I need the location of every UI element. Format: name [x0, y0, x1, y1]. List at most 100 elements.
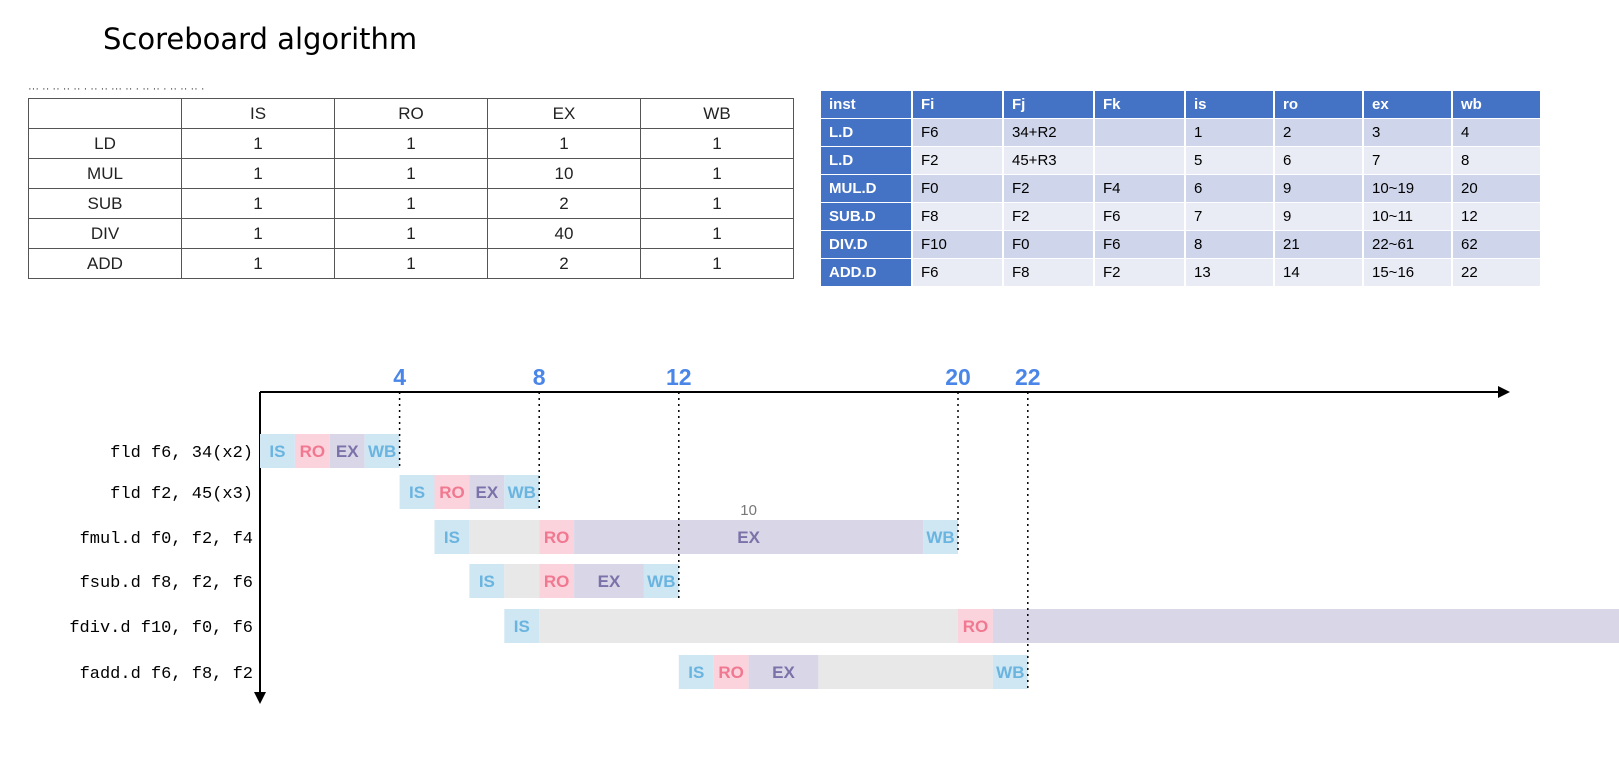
- scoreboard-cell: 2: [1275, 119, 1362, 147]
- scoreboard-header-row: inst Fi Fj Fk is ro ex wb: [821, 91, 1540, 119]
- scoreboard-inst-cell: L.D: [821, 119, 911, 147]
- scoreboard-cell: F4: [1095, 175, 1184, 203]
- stage-is-label: IS: [514, 617, 530, 636]
- scoreboard-header-cell: inst: [821, 91, 911, 119]
- stage-ex-bar: [992, 609, 1619, 643]
- stage-wb-label: WB: [647, 572, 675, 591]
- scoreboard-cell: 20: [1453, 175, 1540, 203]
- stage-ro-label: RO: [544, 528, 570, 547]
- stage-wb-bar: [364, 434, 400, 468]
- latency-cell: 2: [487, 248, 641, 279]
- latency-cell: 1: [640, 218, 794, 249]
- stage-is-bar: [504, 609, 540, 643]
- stage-ex-label: EX: [476, 483, 499, 502]
- scoreboard-cell: 7: [1186, 203, 1273, 231]
- stage-wb-label: WB: [996, 663, 1024, 682]
- scoreboard-row: L.D F2 45+R3 5 6 7 8: [821, 147, 1540, 175]
- scoreboard-cell: 7: [1364, 147, 1451, 175]
- stage-is-label: IS: [269, 442, 285, 461]
- scoreboard-header-cell: Fi: [913, 91, 1002, 119]
- latency-row: SUB 1 1 2 1: [28, 188, 794, 219]
- latency-cell: 1: [640, 158, 794, 189]
- stage-wb-bar: [992, 655, 1028, 689]
- latency-cell: 1: [181, 218, 335, 249]
- latency-cell: 1: [181, 248, 335, 279]
- scoreboard-cell: 9: [1275, 203, 1362, 231]
- stage-ro-bar: [713, 655, 749, 689]
- stage-ro-label: RO: [544, 572, 570, 591]
- stage-ro-bar: [539, 564, 575, 598]
- scoreboard-cell: 15~16: [1364, 259, 1451, 287]
- latency-cell: ADD: [28, 248, 182, 279]
- scoreboard-inst-cell: ADD.D: [821, 259, 911, 287]
- tick-label: 20: [945, 364, 971, 390]
- stage-ro-bar: [539, 520, 575, 554]
- stage-wb-label: WB: [926, 528, 954, 547]
- latency-cell: 1: [181, 128, 335, 159]
- latency-header-cell: [28, 98, 182, 129]
- scoreboard-cell: F6: [1095, 231, 1184, 259]
- scoreboard-cell: F8: [913, 203, 1002, 231]
- timing-diagram: fld f6, 34(x2) IS RO EX WB fld f2, 45(x3) IS RO…: [69, 364, 1619, 704]
- scoreboard-cell: 1: [1186, 119, 1273, 147]
- stage-is-bar: [678, 655, 714, 689]
- latency-cell: 1: [640, 128, 794, 159]
- stage-wb-bar: [643, 564, 679, 598]
- instruction-label: fld f6, 34(x2): [110, 444, 253, 463]
- stage-ro-label: RO: [300, 442, 326, 461]
- stage-wb-bar: [923, 520, 958, 554]
- scoreboard-cell: F2: [913, 147, 1002, 175]
- stage-ro-label: RO: [439, 483, 465, 502]
- scoreboard-cell: 14: [1275, 259, 1362, 287]
- scoreboard-cell: F8: [1004, 259, 1093, 287]
- latency-cell: 1: [334, 188, 488, 219]
- stage-wait-bar: [504, 564, 540, 598]
- scoreboard-inst-cell: SUB.D: [821, 203, 911, 231]
- stage-ex-bar: [748, 655, 819, 689]
- latency-row: LD 1 1 1 1: [28, 128, 794, 159]
- scoreboard-row: SUB.D F8 F2 F6 7 9 10~11 12: [821, 203, 1540, 231]
- tick-label: 12: [666, 364, 692, 390]
- scoreboard-header-cell: ex: [1364, 91, 1451, 119]
- scoreboard-cell: F2: [1004, 203, 1093, 231]
- scoreboard-cell: 45+R3: [1004, 147, 1093, 175]
- latency-cell: DIV: [28, 218, 182, 249]
- stage-ro-label: RO: [963, 617, 989, 636]
- scoreboard-cell: F10: [913, 231, 1002, 259]
- latency-row: ADD 1 1 2 1: [28, 248, 794, 279]
- scoreboard-cell: F2: [1095, 259, 1184, 287]
- tick-label: 4: [393, 364, 406, 390]
- scoreboard-inst-cell: L.D: [821, 147, 911, 175]
- scoreboard-cell: 62: [1453, 231, 1540, 259]
- scoreboard-cell: [1095, 119, 1184, 147]
- scoreboard-cell: F6: [913, 259, 1002, 287]
- scoreboard-row: DIV.D F10 F0 F6 8 21 22~61 62: [821, 231, 1540, 259]
- latency-cell: 2: [487, 188, 641, 219]
- stage-ex-label: EX: [772, 663, 795, 682]
- scoreboard-cell: 6: [1275, 147, 1362, 175]
- scoreboard-cell: [1095, 147, 1184, 175]
- scoreboard-header-cell: wb: [1453, 91, 1540, 119]
- scoreboard-cell: F2: [1004, 175, 1093, 203]
- scoreboard-row: MUL.D F0 F2 F4 6 9 10~19 20: [821, 175, 1540, 203]
- scoreboard-cell: F6: [913, 119, 1002, 147]
- scoreboard-inst-cell: MUL.D: [821, 175, 911, 203]
- latency-header-cell: EX: [487, 98, 641, 129]
- scoreboard-cell: 22: [1453, 259, 1540, 287]
- latency-cell: 1: [487, 128, 641, 159]
- scoreboard-cell: 12: [1453, 203, 1540, 231]
- stage-ex-label: EX: [598, 572, 621, 591]
- scoreboard-header-cell: Fj: [1004, 91, 1093, 119]
- stage-ex-bar: [329, 434, 365, 468]
- latency-cell: SUB: [28, 188, 182, 219]
- latency-cell: 1: [334, 218, 488, 249]
- latency-cell: 1: [334, 128, 488, 159]
- page-title: Scoreboard algorithm: [103, 22, 418, 56]
- latency-cell: 1: [640, 248, 794, 279]
- stage-is-label: IS: [444, 528, 460, 547]
- stage-ro-bar: [434, 475, 470, 509]
- scoreboard-cell: 6: [1186, 175, 1273, 203]
- instruction-label: fdiv.d f10, f0, f6: [69, 619, 253, 638]
- stage-is-bar: [434, 520, 470, 554]
- instruction-label: fmul.d f0, f2, f4: [80, 530, 253, 549]
